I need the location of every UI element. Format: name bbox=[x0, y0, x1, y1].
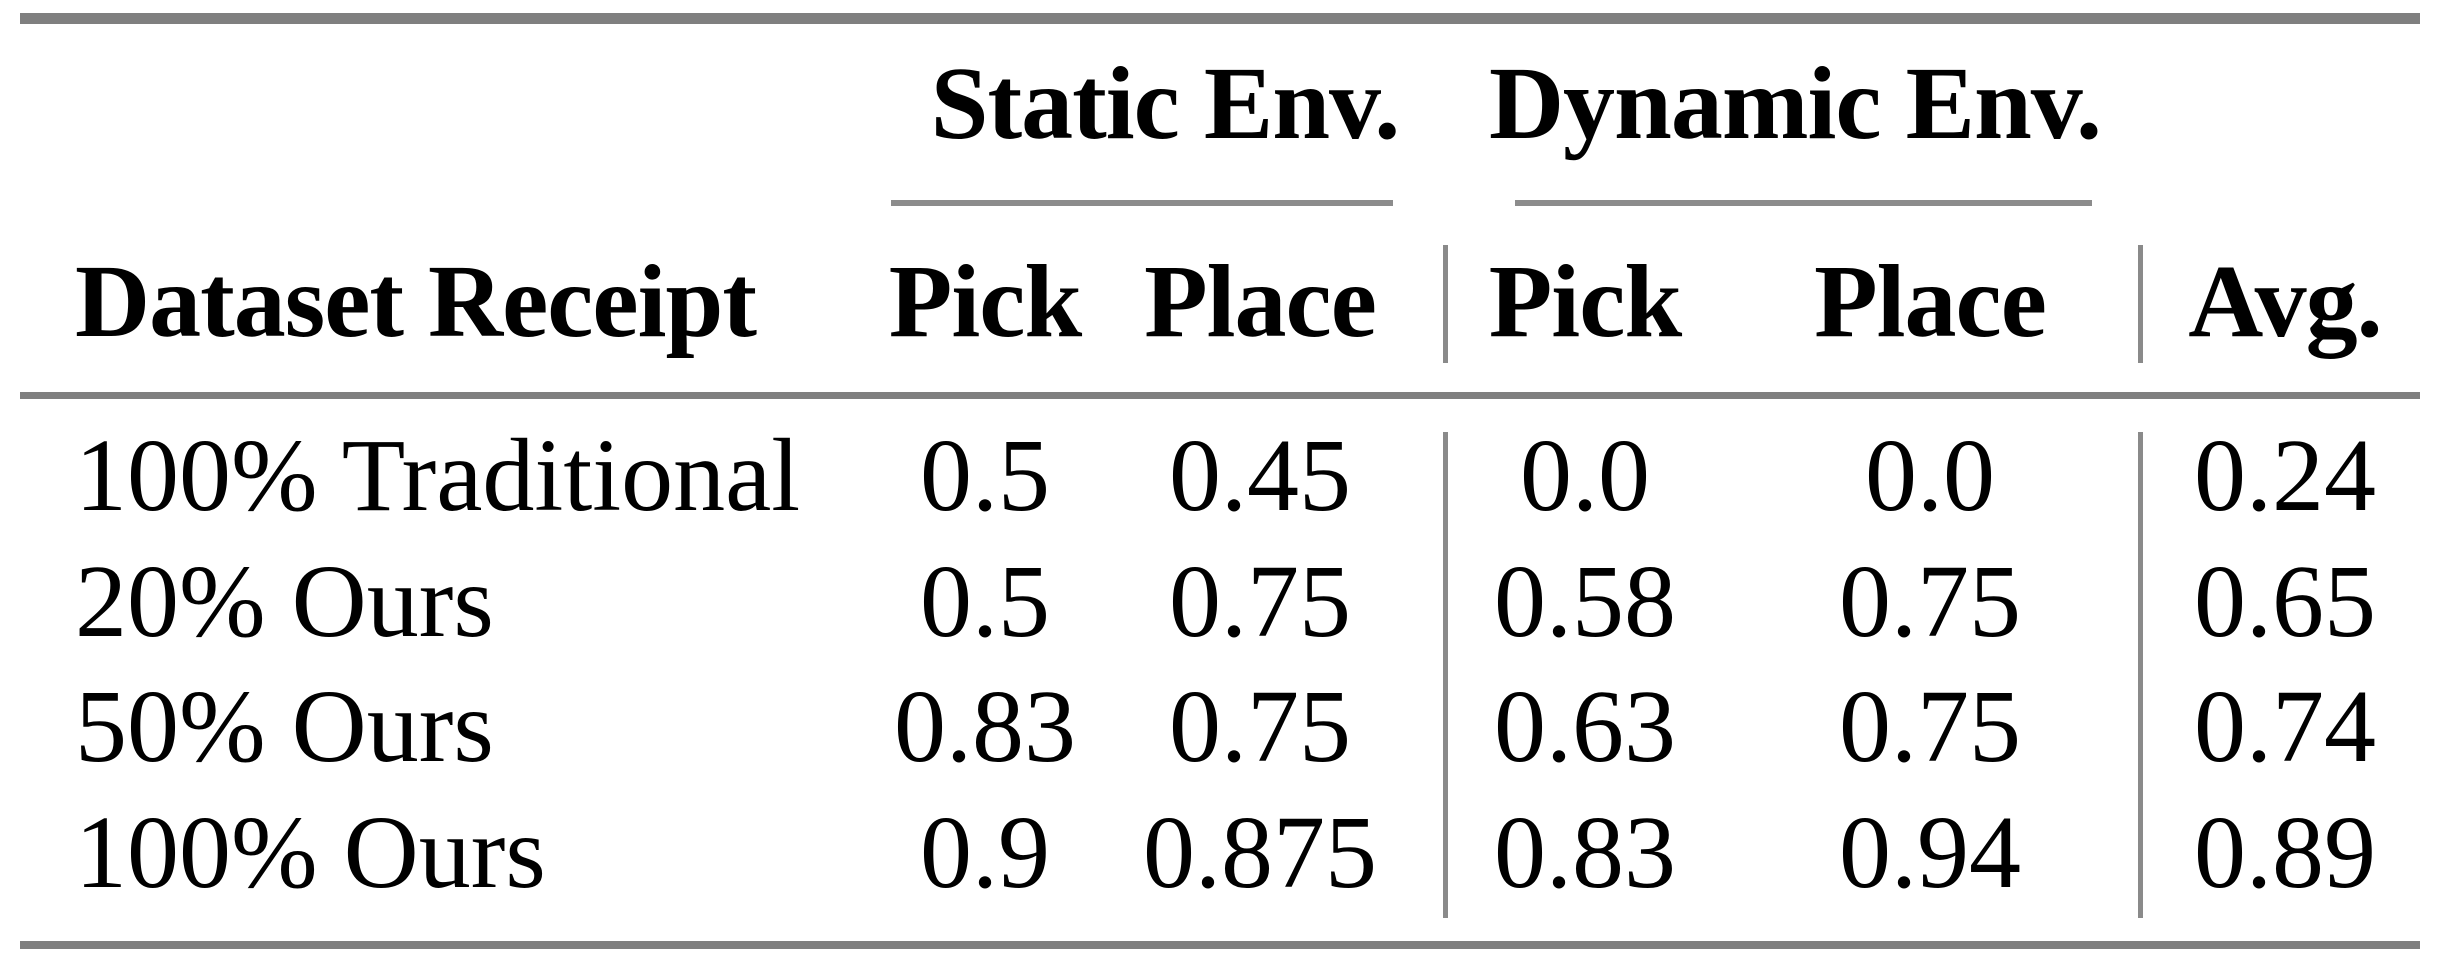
table-row: 100% Ours 0.9 0.875 0.83 0.94 0.89 bbox=[20, 790, 2420, 916]
static-place-value: 0.875 bbox=[1143, 794, 1377, 910]
static-pick-value: 0.5 bbox=[920, 418, 1050, 534]
static-dynamic-divider-header bbox=[1443, 245, 1448, 363]
dynamic-place-value: 0.75 bbox=[1839, 669, 2021, 785]
column-header-dataset-receipt: Dataset Receipt bbox=[75, 243, 757, 359]
column-header-static-place: Place bbox=[1144, 243, 1377, 359]
dynamic-place-value: 0.75 bbox=[1839, 543, 2021, 659]
dynamic-pick-value: 0.63 bbox=[1494, 669, 1676, 785]
dynamic-pick-value: 0.83 bbox=[1494, 794, 1676, 910]
static-place-value: 0.45 bbox=[1169, 418, 1351, 534]
avg-value: 0.65 bbox=[2194, 543, 2376, 659]
static-dynamic-divider-body bbox=[1443, 432, 1448, 918]
dynamic-pick-value: 0.58 bbox=[1494, 543, 1676, 659]
dynamic-place-value: 0.94 bbox=[1839, 794, 2021, 910]
table-mid-rule bbox=[20, 392, 2420, 399]
table-top-rule bbox=[20, 13, 2420, 24]
dynamic-avg-divider-header bbox=[2138, 245, 2143, 363]
static-env-cmidrule bbox=[891, 200, 1393, 206]
row-label: 100% Traditional bbox=[75, 418, 801, 534]
row-label: 100% Ours bbox=[75, 794, 546, 910]
group-header-static-env: Static Env. bbox=[930, 45, 1401, 161]
dynamic-place-value: 0.0 bbox=[1865, 418, 1995, 534]
static-place-value: 0.75 bbox=[1169, 543, 1351, 659]
column-header-avg: Avg. bbox=[2188, 243, 2382, 359]
static-pick-value: 0.9 bbox=[920, 794, 1050, 910]
dynamic-env-cmidrule bbox=[1515, 200, 2092, 206]
static-pick-value: 0.83 bbox=[894, 669, 1076, 785]
avg-value: 0.24 bbox=[2194, 418, 2376, 534]
static-place-value: 0.75 bbox=[1169, 669, 1351, 785]
static-pick-value: 0.5 bbox=[920, 543, 1050, 659]
row-label: 50% Ours bbox=[75, 669, 494, 785]
column-header-row: Dataset Receipt Pick Place Pick Place Av… bbox=[20, 210, 2420, 392]
column-header-static-pick: Pick bbox=[888, 243, 1082, 359]
avg-value: 0.89 bbox=[2194, 794, 2376, 910]
table-row: 50% Ours 0.83 0.75 0.63 0.75 0.74 bbox=[20, 664, 2420, 790]
table-body: 100% Traditional 0.5 0.45 0.0 0.0 0.24 2… bbox=[20, 399, 2420, 941]
column-header-dynamic-place: Place bbox=[1814, 243, 2047, 359]
table-row: 100% Traditional 0.5 0.45 0.0 0.0 0.24 bbox=[20, 413, 2420, 539]
dynamic-pick-value: 0.0 bbox=[1520, 418, 1650, 534]
table-row: 20% Ours 0.5 0.75 0.58 0.75 0.65 bbox=[20, 539, 2420, 665]
row-label: 20% Ours bbox=[75, 543, 494, 659]
table-bottom-rule bbox=[20, 941, 2420, 949]
group-header-dynamic-env: Dynamic Env. bbox=[1488, 45, 2102, 161]
dynamic-avg-divider-body bbox=[2138, 432, 2143, 918]
avg-value: 0.74 bbox=[2194, 669, 2376, 785]
column-header-dynamic-pick: Pick bbox=[1488, 243, 1682, 359]
group-header-row: Static Env. Dynamic Env. bbox=[20, 24, 2420, 200]
